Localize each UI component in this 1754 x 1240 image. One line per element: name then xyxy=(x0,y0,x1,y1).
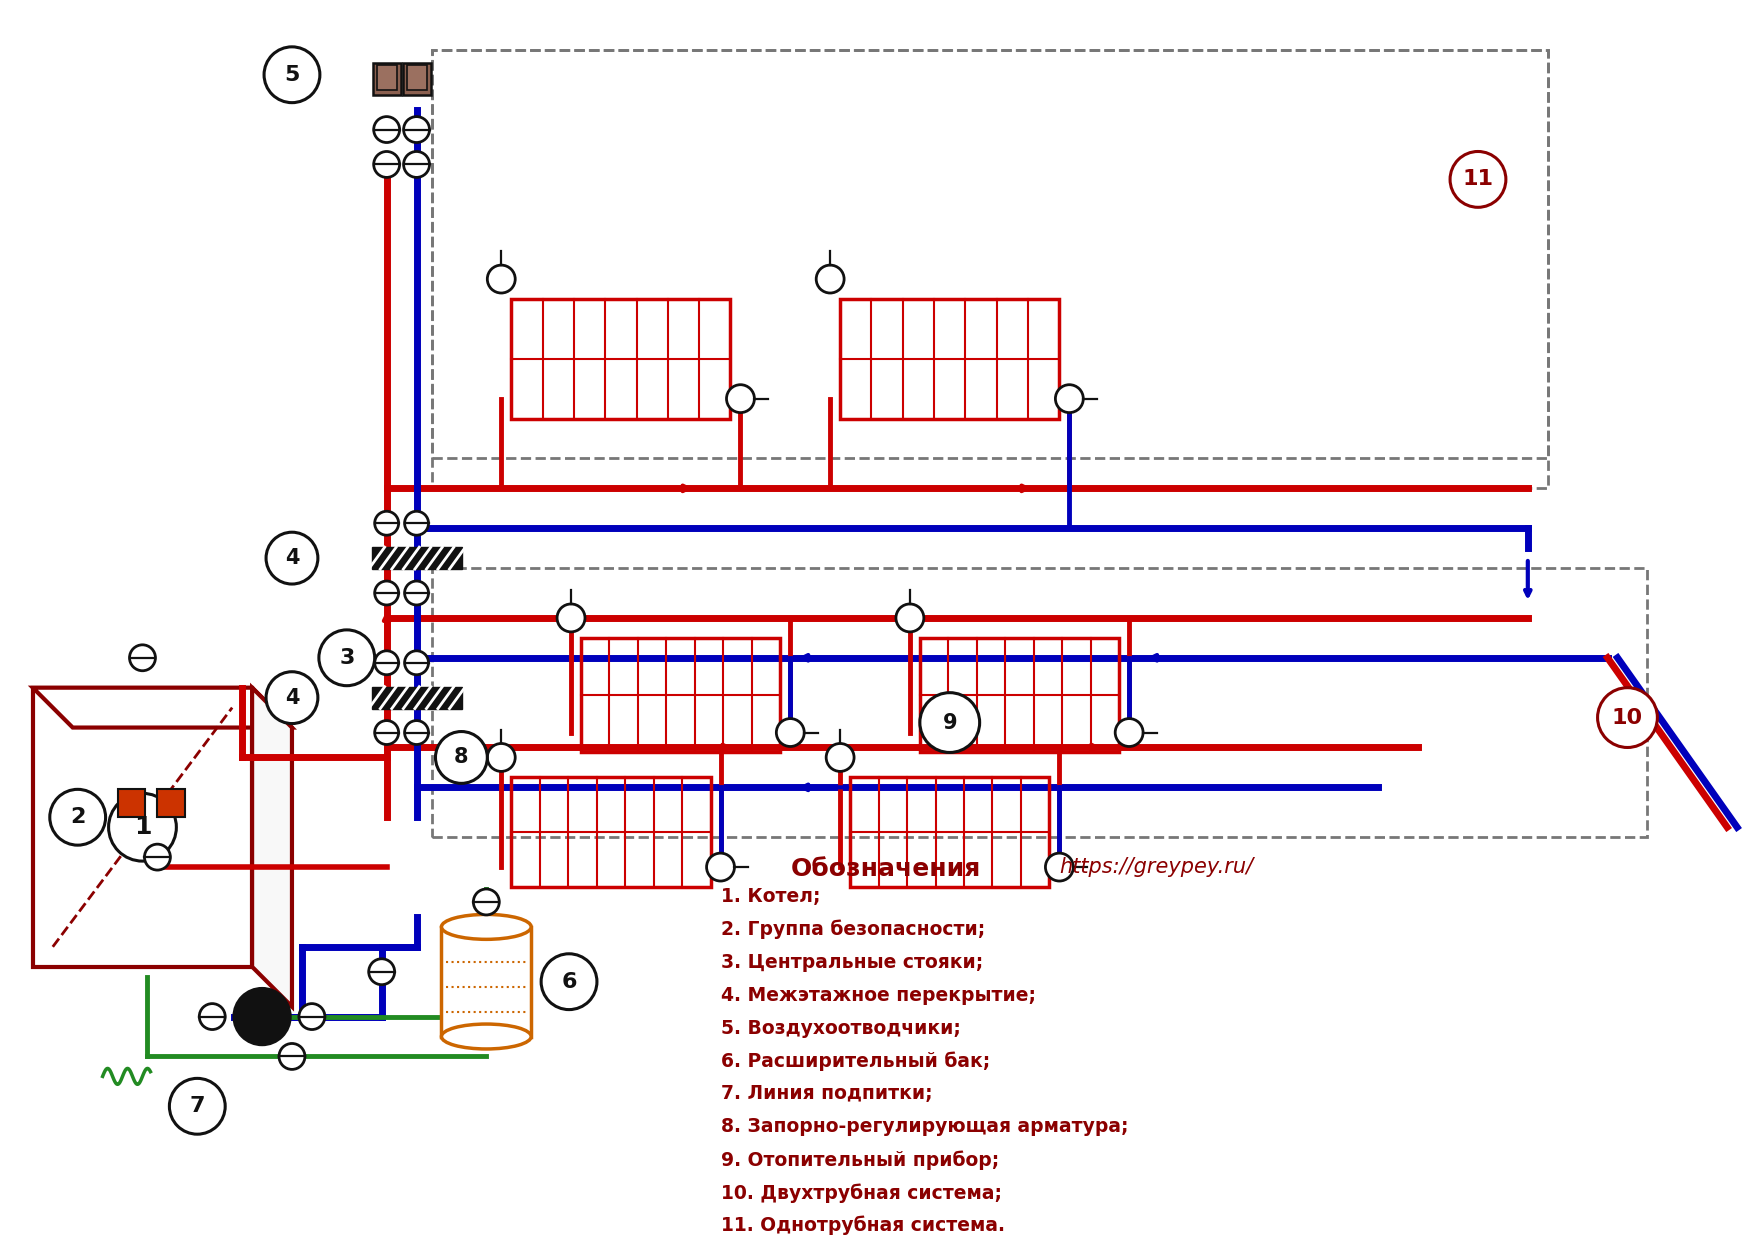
Text: 9: 9 xyxy=(942,713,958,733)
Circle shape xyxy=(707,853,735,882)
Bar xyxy=(372,63,400,94)
Bar xyxy=(377,64,396,89)
Circle shape xyxy=(1598,688,1658,748)
Circle shape xyxy=(319,630,375,686)
Circle shape xyxy=(235,988,289,1044)
Circle shape xyxy=(375,720,398,744)
Text: 11. Однотрубная система.: 11. Однотрубная система. xyxy=(721,1216,1005,1235)
Circle shape xyxy=(405,720,428,744)
Bar xyxy=(33,688,253,967)
Circle shape xyxy=(435,732,488,784)
Text: 7: 7 xyxy=(189,1096,205,1116)
Bar xyxy=(510,777,710,887)
Circle shape xyxy=(405,511,428,536)
Circle shape xyxy=(488,265,516,293)
Text: 1: 1 xyxy=(133,815,151,839)
Text: 5. Воздухоотводчики;: 5. Воздухоотводчики; xyxy=(721,1018,961,1038)
Circle shape xyxy=(1056,384,1084,413)
Circle shape xyxy=(279,1044,305,1069)
Text: 4: 4 xyxy=(284,688,300,708)
Circle shape xyxy=(170,1079,225,1135)
Text: 3. Центральные стояки;: 3. Центральные стояки; xyxy=(721,952,982,972)
Circle shape xyxy=(144,844,170,870)
Bar xyxy=(431,568,1647,837)
Ellipse shape xyxy=(442,1024,531,1049)
Circle shape xyxy=(368,959,395,985)
Circle shape xyxy=(777,718,805,746)
Bar xyxy=(118,790,146,817)
Polygon shape xyxy=(33,688,291,728)
Circle shape xyxy=(374,117,400,143)
Bar xyxy=(581,637,781,753)
Bar xyxy=(158,790,186,817)
Text: 2: 2 xyxy=(70,807,86,827)
Circle shape xyxy=(405,582,428,605)
Circle shape xyxy=(375,651,398,675)
Bar xyxy=(919,637,1119,753)
Circle shape xyxy=(405,651,428,675)
Circle shape xyxy=(298,1003,324,1029)
Polygon shape xyxy=(253,688,291,1007)
Circle shape xyxy=(267,672,317,724)
Text: 8: 8 xyxy=(454,748,468,768)
Text: 4: 4 xyxy=(284,548,300,568)
Circle shape xyxy=(542,954,596,1009)
Text: 6: 6 xyxy=(561,972,577,992)
Bar xyxy=(442,926,531,1037)
Text: 11: 11 xyxy=(1463,170,1493,190)
Circle shape xyxy=(826,744,854,771)
Text: 7. Линия подпитки;: 7. Линия подпитки; xyxy=(721,1084,931,1104)
Circle shape xyxy=(265,47,319,103)
Text: 10. Двухтрубная система;: 10. Двухтрубная система; xyxy=(721,1183,1002,1203)
Bar xyxy=(372,547,461,569)
Bar xyxy=(510,299,730,419)
Circle shape xyxy=(919,693,980,753)
Bar xyxy=(851,777,1049,887)
Text: 6. Расширительный бак;: 6. Расширительный бак; xyxy=(721,1052,989,1071)
Text: 2. Группа безопасности;: 2. Группа безопасности; xyxy=(721,920,984,940)
Bar xyxy=(840,299,1059,419)
Circle shape xyxy=(1451,151,1507,207)
Bar xyxy=(403,63,430,94)
Circle shape xyxy=(1116,718,1144,746)
Circle shape xyxy=(474,889,500,915)
Circle shape xyxy=(403,151,430,177)
Circle shape xyxy=(200,1003,225,1029)
Ellipse shape xyxy=(442,914,531,940)
Circle shape xyxy=(130,645,156,671)
Circle shape xyxy=(375,511,398,536)
Text: 1. Котел;: 1. Котел; xyxy=(721,887,821,906)
Text: 8. Запорно-регулирующая арматура;: 8. Запорно-регулирующая арматура; xyxy=(721,1117,1128,1136)
Bar xyxy=(431,50,1547,489)
Text: 9. Отопительный прибор;: 9. Отопительный прибор; xyxy=(721,1151,998,1169)
Circle shape xyxy=(558,604,586,632)
Text: Обозначения: Обозначения xyxy=(791,857,980,882)
Circle shape xyxy=(374,151,400,177)
Text: 4. Межэтажное перекрытие;: 4. Межэтажное перекрытие; xyxy=(721,986,1035,1004)
Bar xyxy=(372,687,461,708)
Text: 10: 10 xyxy=(1612,708,1643,728)
Circle shape xyxy=(816,265,844,293)
Text: 3: 3 xyxy=(339,647,354,668)
Circle shape xyxy=(267,532,317,584)
Circle shape xyxy=(403,117,430,143)
Bar xyxy=(407,64,426,89)
Text: 5: 5 xyxy=(284,64,300,84)
Circle shape xyxy=(1045,853,1073,882)
Circle shape xyxy=(488,744,516,771)
Circle shape xyxy=(896,604,924,632)
Circle shape xyxy=(375,582,398,605)
Circle shape xyxy=(109,794,177,861)
Circle shape xyxy=(49,790,105,846)
Circle shape xyxy=(726,384,754,413)
Bar xyxy=(431,50,1547,459)
Text: https://greypey.ru/: https://greypey.ru/ xyxy=(1059,857,1254,877)
